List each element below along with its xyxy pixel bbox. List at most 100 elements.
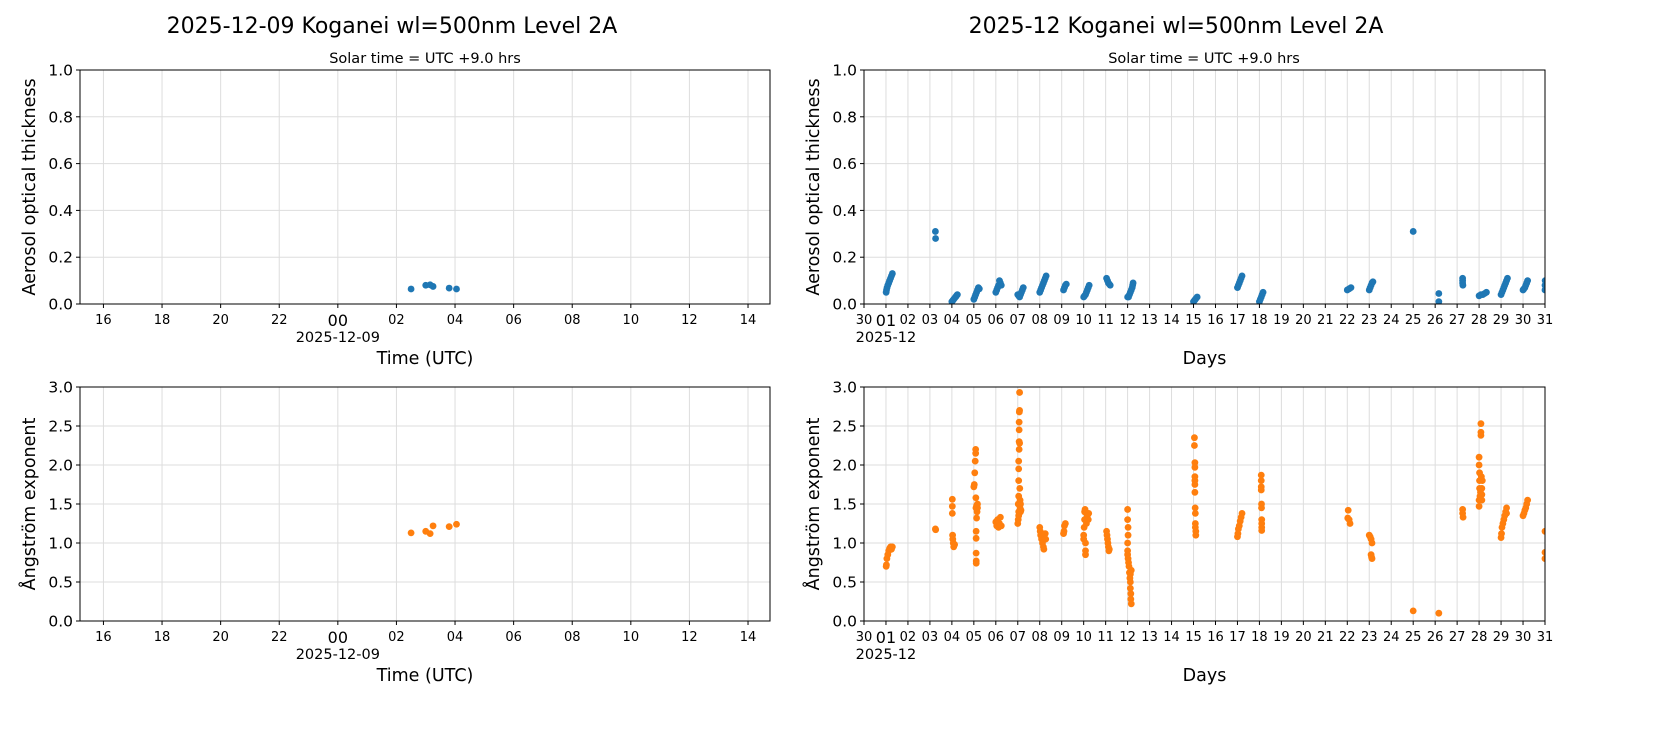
x-tick-label: 08 xyxy=(564,630,581,645)
x-tick-label: 16 xyxy=(95,630,112,645)
x-tick-label: 29 xyxy=(1493,630,1510,645)
data-point xyxy=(1459,281,1467,289)
x-tick-label: 14 xyxy=(1163,630,1180,645)
x-tick-label: 12 xyxy=(1119,313,1136,328)
data-point xyxy=(1541,277,1545,284)
x-axis-label: Days xyxy=(1183,349,1227,369)
data-point xyxy=(1060,527,1068,535)
left-subtitle: Solar time = UTC +9.0 hrs xyxy=(329,51,521,67)
data-point xyxy=(1475,453,1483,461)
data-point xyxy=(1435,609,1443,617)
x-tick-label: 15 xyxy=(1185,313,1202,328)
x-tick-label: 20 xyxy=(1295,313,1312,328)
axes-frame xyxy=(79,69,771,305)
data-point xyxy=(1106,281,1114,289)
y-tick-label: 0.8 xyxy=(48,108,73,126)
data-point xyxy=(1042,272,1050,280)
data-point xyxy=(1409,607,1417,615)
data-point xyxy=(948,495,956,503)
x-tick-label: 22 xyxy=(271,313,288,328)
y-tick-label: 2.5 xyxy=(48,418,73,436)
x-tick-label: 14 xyxy=(1163,313,1180,328)
data-point xyxy=(1041,530,1049,538)
data-point xyxy=(1017,500,1024,508)
data-point xyxy=(1258,504,1265,512)
data-point xyxy=(931,228,939,235)
data-point xyxy=(429,283,437,290)
data-point xyxy=(1541,548,1545,556)
data-point xyxy=(1191,442,1198,449)
data-point xyxy=(972,527,980,535)
x-tick-label: 18 xyxy=(154,313,171,328)
x-tick-label: 04 xyxy=(944,313,961,328)
data-point xyxy=(1504,274,1511,282)
data-point xyxy=(1124,531,1132,539)
x-tick-label: 08 xyxy=(1031,630,1048,645)
data-point xyxy=(407,285,415,293)
x-tick-label: 02 xyxy=(900,313,917,328)
x-tick-label: 22 xyxy=(271,630,288,645)
x-tick-label: 02 xyxy=(388,630,405,645)
data-point xyxy=(972,549,980,557)
data-point xyxy=(1082,551,1089,559)
data-point xyxy=(1369,278,1377,286)
x-tick-label: 00 xyxy=(328,311,348,330)
data-point xyxy=(1503,504,1510,512)
y-tick-label: 0.4 xyxy=(48,202,73,220)
data-point xyxy=(971,457,979,465)
data-point xyxy=(1259,288,1267,296)
x-tick-label: 04 xyxy=(944,630,961,645)
data-point xyxy=(1477,431,1485,439)
x-tick-label: 06 xyxy=(988,313,1005,328)
data-point xyxy=(971,469,979,477)
data-point xyxy=(970,481,978,488)
data-point xyxy=(975,285,983,293)
x-tick-label: 22 xyxy=(1339,313,1356,328)
y-tick-label: 1.0 xyxy=(832,535,857,553)
data-point xyxy=(1541,527,1545,535)
x-tick-label: 31 xyxy=(1537,313,1554,328)
data-point xyxy=(1191,504,1199,512)
x-tick-label: 27 xyxy=(1449,313,1466,328)
x-tick-label: 12 xyxy=(681,313,698,328)
data-point xyxy=(997,522,1005,530)
monthly-aot-points xyxy=(882,228,1545,304)
x-tick-label: 10 xyxy=(623,313,640,328)
x-tick-label: 14 xyxy=(740,313,757,328)
data-point xyxy=(1191,459,1199,467)
x-tick-label: 01 xyxy=(876,311,896,330)
data-point xyxy=(1346,520,1354,527)
data-point xyxy=(1124,539,1132,547)
x-tick-label: 21 xyxy=(1317,313,1334,328)
x-tick-label: 02 xyxy=(900,630,917,645)
data-point xyxy=(1541,555,1545,562)
x-tick-label: 13 xyxy=(1141,313,1158,328)
x-tick-label: 25 xyxy=(1405,630,1422,645)
data-point xyxy=(1016,407,1024,414)
x-tick-label: 26 xyxy=(1427,630,1444,645)
data-point xyxy=(1015,426,1023,434)
x-tick-label: 07 xyxy=(1010,630,1027,645)
data-point xyxy=(888,543,896,551)
data-point xyxy=(932,526,940,534)
y-axis-label: Aerosol optical thickness xyxy=(804,78,824,295)
data-point xyxy=(426,530,434,538)
x-tick-label: 17 xyxy=(1229,630,1246,645)
data-point xyxy=(1524,277,1532,284)
y-tick-label: 3.0 xyxy=(48,379,73,397)
data-point xyxy=(1129,279,1137,287)
data-point xyxy=(1061,520,1069,527)
data-point xyxy=(1126,578,1134,586)
x-tick-label: 10 xyxy=(623,630,640,645)
data-point xyxy=(1258,527,1266,534)
data-point xyxy=(1015,418,1023,426)
data-point xyxy=(1459,513,1467,521)
y-tick-label: 0.0 xyxy=(48,613,73,631)
x-tick-label: 19 xyxy=(1273,313,1290,328)
x-tick-label: 30 xyxy=(856,313,873,328)
axes-frame xyxy=(863,69,1546,305)
data-point xyxy=(1483,288,1490,296)
y-tick-label: 3.0 xyxy=(832,379,857,397)
